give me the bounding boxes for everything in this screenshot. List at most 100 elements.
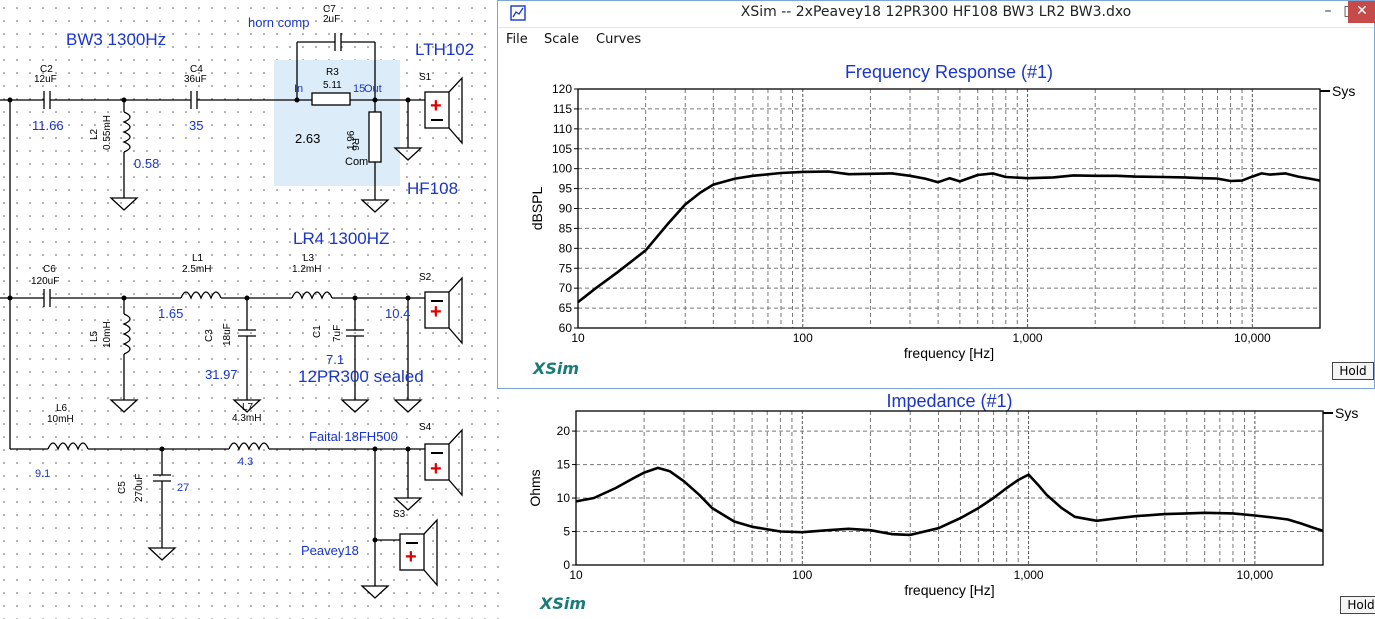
speaker-s4: + — [424, 428, 463, 497]
x-tick-label: 10 — [569, 568, 583, 582]
c3-value: 18uF — [222, 323, 233, 346]
y-tick-label: 5 — [563, 525, 570, 539]
x-tick-label: 100 — [792, 568, 812, 582]
xsim-app-icon — [510, 5, 526, 21]
close-button[interactable]: ✕ — [1348, 1, 1375, 23]
hold-button[interactable]: Hold — [1332, 362, 1374, 380]
impedance-window: Impedance (#1) 0 5 10 15 20 10 100 1,000 10,000 fr… — [510, 389, 1375, 619]
svg-text:+: + — [430, 301, 442, 323]
plot-frame — [575, 410, 1324, 566]
series-line-sys — [577, 170, 1321, 304]
x-tick-label: 10 — [571, 331, 585, 345]
c4-sim-value: 35 — [189, 118, 203, 133]
xsim-window: XSim -- 2xPeavey18 12PR300 HF108 BW3 LR2… — [497, 0, 1375, 389]
speaker-s1: + — [424, 76, 463, 145]
impedance-xsim-logo: XSim — [540, 594, 587, 613]
c5-id: C5 — [117, 481, 128, 494]
y-tick-label: 90 — [559, 202, 573, 216]
c4-value: 36uF — [184, 74, 207, 85]
y-axis-label: Ohms — [527, 469, 543, 506]
x-axis-label: frequency [Hz] — [904, 582, 994, 598]
lr4-label: LR4 1300HZ — [293, 229, 389, 248]
l7-value: 4.3mH — [232, 413, 261, 424]
r6-id: R6 — [349, 138, 360, 151]
l7-sim-value: 4.3 — [238, 456, 253, 468]
chart-title: Impedance (#1) — [886, 391, 1012, 411]
l2-id: L2 — [89, 128, 100, 140]
x-tick-label: 1,000 — [1013, 331, 1043, 345]
svg-text:+: + — [430, 458, 442, 480]
l6-value: 10mH — [47, 414, 74, 425]
r3-value: 5.11 — [323, 80, 342, 91]
l3-sim-value: 10.4 — [385, 306, 410, 321]
l5-value: 10mH — [102, 321, 113, 348]
window-title: XSim -- 2xPeavey18 12PR300 HF108 BW3 LR2… — [740, 4, 1132, 20]
grid — [576, 411, 1323, 565]
grid — [578, 89, 1320, 328]
x-tick-label: 100 — [793, 331, 813, 345]
l6-sim-value: 9.1 — [35, 468, 50, 480]
c6-value: 120uF — [31, 276, 59, 287]
s1-id: S1 — [419, 72, 432, 83]
y-tick-label: 60 — [559, 321, 573, 335]
l1-value: 2.5mH — [182, 264, 211, 275]
horn-comp-label: horn comp — [248, 15, 309, 30]
impedance-chart: Impedance (#1) 0 5 10 15 20 10 100 1,000 10,000 fr… — [527, 391, 1358, 598]
sealed-label: 12PR300 sealed — [298, 367, 424, 386]
speaker-s3: + — [399, 518, 438, 587]
r3-id: R3 — [326, 67, 339, 78]
in-label: In — [294, 83, 303, 95]
r6-value: 1.96 — [346, 130, 357, 150]
impedance-hold-button[interactable]: Hold — [1340, 596, 1375, 614]
x-tick-label: 10,000 — [1234, 331, 1271, 345]
x-axis-label: frequency [Hz] — [904, 345, 994, 361]
y-tick-label: 20 — [557, 424, 571, 438]
title-bar[interactable]: XSim -- 2xPeavey18 12PR300 HF108 BW3 LR2… — [498, 1, 1375, 28]
s2-id: S2 — [419, 272, 432, 283]
c7-value: 2uF — [323, 14, 340, 25]
c2-value: 12uF — [34, 74, 57, 85]
menu-scale[interactable]: Scale — [544, 32, 579, 47]
y-tick-label: 100 — [552, 162, 572, 176]
y-tick-label: 70 — [559, 281, 573, 295]
r6-sim-value: 2.63 — [295, 131, 320, 146]
l2-value: 0.55mH — [102, 115, 113, 150]
y-tick-label: 120 — [552, 82, 572, 96]
l6-id: L6 — [56, 403, 68, 414]
legend-entry: Sys — [1332, 83, 1355, 99]
menu-curves[interactable]: Curves — [596, 32, 642, 47]
legend-entry: Sys — [1335, 405, 1358, 421]
y-tick-label: 110 — [553, 122, 572, 136]
y-tick-label: 65 — [559, 301, 573, 315]
minimize-button[interactable]: – — [1324, 3, 1332, 19]
l1-sim-value: 1.65 — [158, 306, 183, 321]
svg-text:+: + — [430, 95, 442, 117]
y-tick-label: 75 — [559, 261, 573, 275]
c7-id: C7 — [323, 4, 336, 15]
l1-id: L1 — [192, 253, 204, 264]
y-tick-label: 95 — [559, 182, 573, 196]
y-tick-label: 85 — [559, 221, 573, 235]
s3-id: S3 — [393, 509, 406, 520]
y-tick-label: 80 — [559, 241, 573, 255]
l2-sim-value: 0.58 — [134, 156, 159, 171]
c5-sim-value: 27 — [177, 482, 189, 494]
com-label: Com — [345, 156, 368, 168]
x-tick-label: 10,000 — [1237, 568, 1274, 582]
chart-title: Frequency Response (#1) — [845, 62, 1053, 82]
y-tick-label: 115 — [553, 102, 572, 116]
series-line-sys — [575, 466, 1324, 537]
l3-id: L3 — [303, 253, 315, 264]
c2-sim-value: 11.66 — [32, 118, 64, 133]
r3-sim-value: 15 — [353, 83, 365, 95]
l5-id: L5 — [89, 330, 100, 342]
out-label: Out — [364, 83, 382, 95]
c1-sim-value: 7.1 — [326, 352, 344, 367]
faital-label: Faital 18FH500 — [309, 429, 398, 444]
menu-file[interactable]: File — [506, 32, 528, 47]
c6-id: C6 — [43, 264, 56, 275]
lth102-label: LTH102 — [415, 40, 474, 59]
c4-id: C4 — [190, 64, 203, 75]
speaker-s2: + — [424, 276, 463, 345]
